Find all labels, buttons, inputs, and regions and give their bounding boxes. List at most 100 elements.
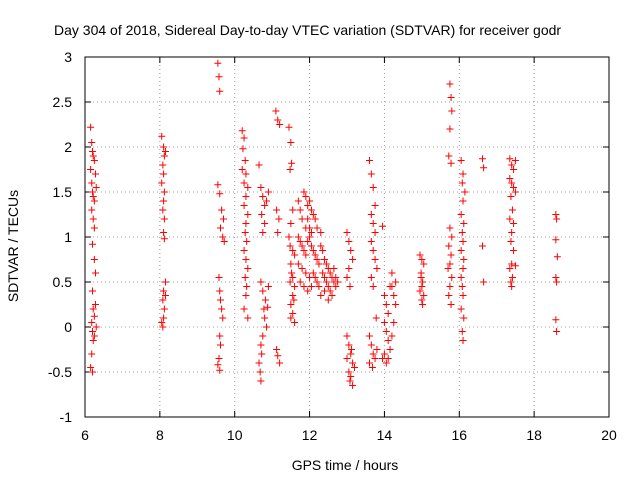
data-point-plus <box>347 350 355 358</box>
data-point-plus <box>307 242 315 250</box>
data-point-plus <box>343 274 351 281</box>
data-point-plus <box>420 292 428 299</box>
data-point-plus <box>160 215 168 223</box>
data-point-plus <box>365 157 373 164</box>
data-point-plus <box>91 301 99 308</box>
data-point-plus <box>349 359 357 367</box>
data-point-plus <box>298 265 306 272</box>
data-point-plus <box>90 197 98 205</box>
data-point-plus <box>508 206 516 214</box>
data-point-plus <box>261 202 269 209</box>
data-point-plus <box>461 188 469 196</box>
data-point-plus <box>392 301 400 308</box>
data-point-plus <box>304 238 312 245</box>
data-point-plus <box>388 269 396 277</box>
data-point-plus <box>302 251 310 259</box>
data-point-plus <box>88 188 96 196</box>
data-point-plus <box>161 148 169 155</box>
data-point-plus <box>380 350 388 358</box>
data-point-plus <box>238 166 246 173</box>
data-point-plus <box>446 260 454 268</box>
data-point-plus <box>257 184 265 191</box>
data-point-plus <box>287 260 295 268</box>
data-point-plus <box>322 260 330 268</box>
data-point-plus <box>159 296 167 304</box>
data-point-plus <box>447 94 455 101</box>
data-point-plus <box>289 247 297 254</box>
data-point-plus <box>214 181 222 189</box>
data-point-plus <box>508 179 516 187</box>
data-point-plus <box>88 179 96 187</box>
data-point-plus <box>386 346 394 353</box>
data-point-plus <box>296 238 304 245</box>
data-point-plus <box>287 220 295 227</box>
data-point-plus <box>216 287 224 295</box>
data-point-plus <box>291 319 299 326</box>
data-point-plus <box>243 283 251 290</box>
data-point-plus <box>160 305 168 313</box>
data-point-plus <box>313 278 321 286</box>
data-point-plus <box>264 283 272 290</box>
data-point-plus <box>365 359 373 367</box>
data-point-plus <box>264 303 272 311</box>
data-point-plus <box>371 355 379 362</box>
data-point-plus <box>257 341 265 349</box>
data-point-plus <box>552 211 560 218</box>
data-point-plus <box>448 274 456 281</box>
data-point-plus <box>259 287 267 295</box>
data-point-plus <box>259 193 267 200</box>
data-point-plus <box>313 224 321 232</box>
data-point-plus <box>553 328 561 335</box>
data-point-plus <box>367 341 375 349</box>
y-axis-label: SDTVAR / TECUs <box>5 190 21 302</box>
data-point-plus <box>214 361 222 369</box>
data-point-plus <box>88 319 96 326</box>
data-point-plus <box>216 341 224 349</box>
data-point-plus <box>347 247 355 254</box>
x-axis-label: GPS time / hours <box>292 457 399 473</box>
data-point-plus <box>311 251 319 259</box>
data-point-plus <box>460 256 468 263</box>
data-point-plus <box>506 155 514 163</box>
data-point-plus <box>552 236 560 244</box>
data-point-plus <box>459 265 467 272</box>
data-point-plus <box>444 265 452 272</box>
data-point-plus <box>90 157 98 164</box>
data-point-plus <box>319 247 327 254</box>
data-point-plus <box>285 123 293 131</box>
data-point-plus <box>286 166 294 173</box>
data-point-plus <box>328 292 336 299</box>
data-point-plus <box>88 368 96 376</box>
data-point-plus <box>302 269 310 277</box>
data-point-plus <box>216 366 224 374</box>
data-point-plus <box>416 251 424 259</box>
data-point-plus <box>216 87 224 95</box>
data-point-plus <box>306 197 314 205</box>
data-point-plus <box>417 274 425 281</box>
data-point-plus <box>508 260 516 268</box>
data-point-plus <box>290 296 298 304</box>
data-point-plus <box>506 215 514 223</box>
data-point-plus <box>343 229 351 236</box>
data-point-plus <box>160 197 168 205</box>
data-point-plus <box>273 206 281 214</box>
data-point-plus <box>242 170 250 178</box>
data-point-plus <box>459 337 467 344</box>
data-point-plus <box>215 73 223 81</box>
data-point-plus <box>255 359 263 367</box>
data-point-plus <box>255 161 263 169</box>
data-point-plus <box>289 206 297 214</box>
data-point-plus <box>369 283 377 290</box>
data-point-plus <box>460 314 468 322</box>
data-point-plus <box>311 274 319 281</box>
data-point-plus <box>382 301 390 308</box>
data-point-plus <box>289 292 297 299</box>
data-point-plus <box>89 215 97 223</box>
data-point-plus <box>379 355 387 362</box>
data-point-plus <box>88 240 96 248</box>
data-point-plus <box>261 296 269 304</box>
data-point-plus <box>343 355 351 362</box>
y-tick-label: 0 <box>64 319 72 335</box>
data-point-plus <box>294 197 302 205</box>
